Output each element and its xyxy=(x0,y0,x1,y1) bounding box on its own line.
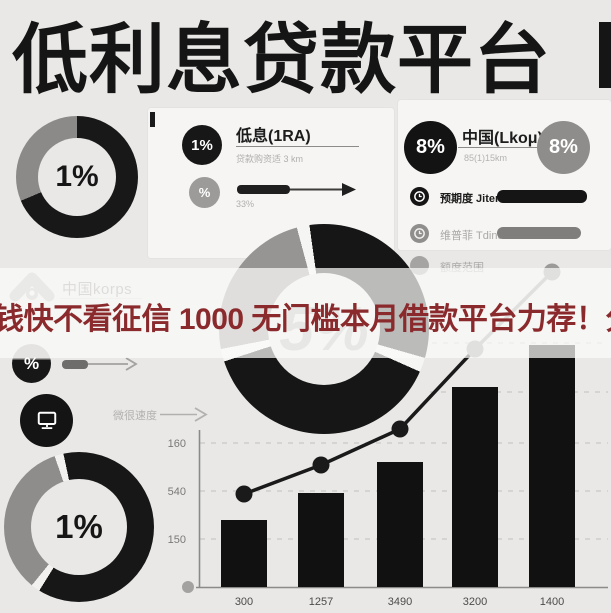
promo-banner-text: 钱快不看征信 1000 无门槛本月借款平台力荐！分享小额网贷口子1000 xyxy=(0,303,611,336)
legend-label-expected: 预期度 Jiten xyxy=(440,193,502,205)
legend-label-secondary: 维普菲 Tdind xyxy=(440,230,504,242)
bar-1400 xyxy=(529,345,575,587)
legend-bar-gray xyxy=(497,227,581,239)
rate-caption: 33% xyxy=(236,199,255,209)
mini-pill xyxy=(62,360,88,369)
legend-bar-dark xyxy=(497,190,587,203)
x-axis-label: 3200 xyxy=(463,596,487,608)
trend-line-segment xyxy=(243,463,322,496)
x-axis-label: 1400 xyxy=(540,596,564,608)
promo-banner-overlay: 钱快不看征信 1000 无门槛本月借款平台力荐！分享小额网贷口子1000 xyxy=(0,268,611,358)
trend-line-dot xyxy=(235,485,253,503)
bar-series xyxy=(221,345,575,587)
bar-3200 xyxy=(452,387,498,587)
card-accent-tick xyxy=(150,112,155,127)
divider xyxy=(236,146,359,147)
y-tick-label: 150 xyxy=(168,534,186,546)
percent-badge-gray: % xyxy=(189,177,220,208)
x-axis-labels: 300 1257 3490 3200 1400 xyxy=(235,596,564,608)
donut-center-label: 1% xyxy=(31,479,127,575)
divider xyxy=(458,147,538,148)
percent-badge-dark: 1% xyxy=(182,125,222,165)
donut-chart-bottom-left: 1% xyxy=(4,452,154,602)
bar-300 xyxy=(221,520,267,587)
bar-line-chart: 160 540 150 300 1257 3490 3200 1400 xyxy=(168,263,608,608)
arrow-right-icon xyxy=(290,183,356,196)
china-badge-dark: 8% xyxy=(404,121,457,174)
low-interest-title: 低息(1RA) xyxy=(236,128,311,145)
progress-pill xyxy=(237,185,290,194)
x-axis-label: 3490 xyxy=(388,596,412,608)
axis-corner-dot xyxy=(182,581,194,593)
donut-center-label: 1% xyxy=(38,138,116,216)
arrow-right-icon xyxy=(160,407,208,422)
low-interest-subtitle: 贷款购资适 3 km xyxy=(236,154,304,164)
x-axis-label: 1257 xyxy=(309,596,333,608)
page-title: 低利息贷款平台 xyxy=(12,18,551,103)
speed-row-label: 微很速度 xyxy=(113,410,157,422)
china-badge-gray: 8% xyxy=(537,121,590,174)
arrow-right-icon xyxy=(88,357,138,371)
donut-chart-top-left: 1% xyxy=(16,116,138,238)
china-title: 中国(Lkoμ) xyxy=(462,130,543,147)
clock-icon xyxy=(410,224,429,243)
x-axis-label: 300 xyxy=(235,596,253,608)
bar-1257 xyxy=(298,493,344,587)
bar-3490 xyxy=(377,462,423,587)
china-subtitle: 85(1)15km xyxy=(464,153,508,163)
trend-line-dot xyxy=(312,456,330,474)
y-tick-label: 160 xyxy=(168,438,186,450)
monitor-icon xyxy=(20,394,73,447)
trend-line-segment xyxy=(398,347,477,431)
trend-line-segment xyxy=(320,427,401,467)
header-cropped-glyph xyxy=(599,22,611,88)
clock-icon xyxy=(410,187,429,206)
y-tick-label: 540 xyxy=(168,486,186,498)
trend-line-dot xyxy=(391,420,409,438)
